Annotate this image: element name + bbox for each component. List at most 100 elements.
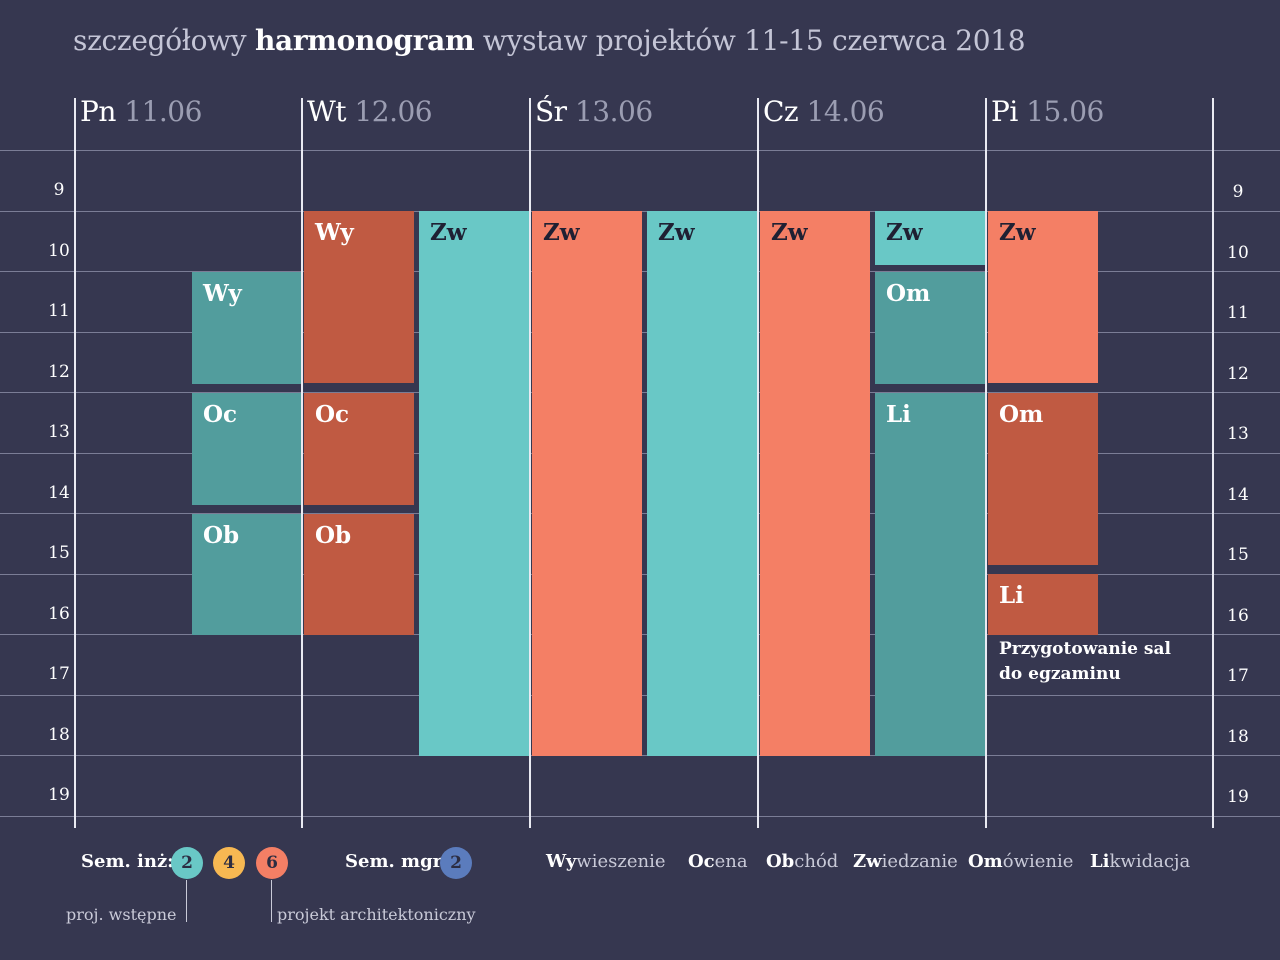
day-header: Śr 13.06 bbox=[535, 95, 653, 128]
hour-label-left: 14 bbox=[48, 483, 70, 503]
hour-label-right: 13 bbox=[1227, 424, 1249, 444]
semester-circle: 2 bbox=[440, 847, 472, 879]
projekt-arch-tick bbox=[271, 880, 272, 922]
day-divider bbox=[757, 98, 759, 828]
day-name: Wt bbox=[307, 95, 355, 128]
hour-label-left: 16 bbox=[48, 604, 70, 624]
hour-label-left: 19 bbox=[48, 785, 70, 805]
block-label: Om bbox=[886, 280, 931, 307]
day-date: 12.06 bbox=[354, 95, 433, 128]
abbreviation-item: Obchód bbox=[766, 851, 838, 872]
abbreviation-item: Wywieszenie bbox=[546, 851, 665, 872]
hour-label-left: 18 bbox=[48, 725, 70, 745]
block-label: Zw bbox=[430, 219, 467, 246]
hour-label-left: 10 bbox=[48, 241, 70, 261]
hour-label-left: 15 bbox=[48, 543, 70, 563]
day-name: Śr bbox=[535, 95, 575, 128]
block-label: Wy bbox=[315, 219, 354, 246]
schedule-block: Zw bbox=[988, 211, 1098, 383]
block-label: Li bbox=[886, 401, 911, 428]
schedule-block: Ob bbox=[304, 514, 414, 635]
schedule-block: Zw bbox=[532, 211, 642, 756]
schedule-block: Zw bbox=[760, 211, 870, 756]
abbreviation-code: Wy bbox=[546, 851, 577, 872]
hour-label-left: 13 bbox=[48, 422, 70, 442]
hour-label-right: 17 bbox=[1227, 666, 1249, 686]
schedule-block: Zw bbox=[875, 211, 985, 265]
abbreviation-rest: ówienie bbox=[1002, 851, 1074, 872]
abbreviation-item: Likwidacja bbox=[1090, 851, 1190, 872]
hour-label-right: 9 bbox=[1232, 182, 1244, 202]
preparation-note: Przygotowanie sal do egzaminu bbox=[999, 639, 1171, 684]
abbreviation-code: Zw bbox=[853, 851, 882, 872]
hour-label-right: 19 bbox=[1227, 787, 1249, 807]
schedule-block: Wy bbox=[192, 272, 302, 384]
block-label: Ob bbox=[203, 522, 240, 549]
day-divider bbox=[1212, 98, 1214, 828]
projekt-arch-label: projekt architektoniczny bbox=[277, 905, 476, 924]
hour-label-right: 15 bbox=[1227, 545, 1249, 565]
block-label: Om bbox=[999, 401, 1044, 428]
day-date: 13.06 bbox=[574, 95, 653, 128]
schedule-block: Li bbox=[875, 393, 985, 756]
sem-inz-label: Sem. inż: bbox=[81, 851, 174, 872]
sem-mgr-label: Sem. mgr: bbox=[345, 851, 449, 872]
hour-label-left: 12 bbox=[48, 362, 70, 382]
day-name: Pi bbox=[991, 95, 1027, 128]
grid-hour-line bbox=[0, 816, 1280, 817]
block-label: Wy bbox=[203, 280, 242, 307]
day-header: Pn 11.06 bbox=[80, 95, 202, 128]
abbreviation-item: Omówienie bbox=[968, 851, 1073, 872]
schedule-block: Li bbox=[988, 574, 1098, 635]
day-date: 14.06 bbox=[806, 95, 885, 128]
block-label: Zw bbox=[658, 219, 695, 246]
day-divider bbox=[985, 98, 987, 828]
block-label: Zw bbox=[543, 219, 580, 246]
day-date: 15.06 bbox=[1026, 95, 1104, 128]
semester-circle: 4 bbox=[213, 847, 245, 879]
proj-wstepne-tick bbox=[186, 880, 187, 922]
day-header: Cz 14.06 bbox=[763, 95, 885, 128]
day-divider bbox=[301, 98, 303, 828]
abbreviation-item: Ocena bbox=[688, 851, 748, 872]
hour-label-right: 12 bbox=[1227, 364, 1249, 384]
schedule-block: Om bbox=[875, 272, 985, 384]
hour-label-left: 11 bbox=[48, 301, 70, 321]
block-label: Zw bbox=[886, 219, 923, 246]
day-divider bbox=[529, 98, 531, 828]
abbreviation-code: Li bbox=[1090, 851, 1110, 872]
abbreviation-rest: iedzanie bbox=[881, 851, 958, 872]
block-label: Oc bbox=[315, 401, 350, 428]
schedule-block: Om bbox=[988, 393, 1098, 565]
schedule-block: Wy bbox=[304, 211, 414, 383]
abbreviation-rest: wieszenie bbox=[576, 851, 666, 872]
schedule-block: Oc bbox=[304, 393, 414, 505]
day-date: 11.06 bbox=[124, 95, 202, 128]
abbreviation-code: Oc bbox=[688, 851, 715, 872]
block-label: Zw bbox=[999, 219, 1036, 246]
abbreviation-item: Zwiedzanie bbox=[853, 851, 958, 872]
hour-label-right: 18 bbox=[1227, 727, 1249, 747]
schedule-block: Zw bbox=[419, 211, 529, 756]
hour-label-left: 17 bbox=[48, 664, 70, 684]
abbreviation-rest: ena bbox=[714, 851, 748, 872]
abbreviation-code: Ob bbox=[766, 851, 795, 872]
block-label: Ob bbox=[315, 522, 352, 549]
day-name: Cz bbox=[763, 95, 807, 128]
hour-label-right: 14 bbox=[1227, 485, 1249, 505]
day-name: Pn bbox=[80, 95, 125, 128]
block-label: Zw bbox=[771, 219, 808, 246]
abbreviation-rest: chód bbox=[794, 851, 839, 872]
proj-wstepne-label: proj. wstępne bbox=[66, 905, 177, 924]
schedule-block: Zw bbox=[647, 211, 757, 756]
hour-label-right: 11 bbox=[1227, 303, 1249, 323]
page-title: szczegółowy harmonogram wystaw projektów… bbox=[73, 24, 1026, 57]
grid-hour-line bbox=[0, 150, 1280, 151]
hour-label-right: 10 bbox=[1227, 243, 1249, 263]
abbreviation-rest: kwidacja bbox=[1109, 851, 1191, 872]
abbreviation-code: Om bbox=[968, 851, 1003, 872]
block-label: Li bbox=[999, 582, 1024, 609]
schedule-block: Ob bbox=[192, 514, 302, 635]
hour-label-left: 9 bbox=[53, 180, 65, 200]
semester-circle: 6 bbox=[256, 847, 288, 879]
